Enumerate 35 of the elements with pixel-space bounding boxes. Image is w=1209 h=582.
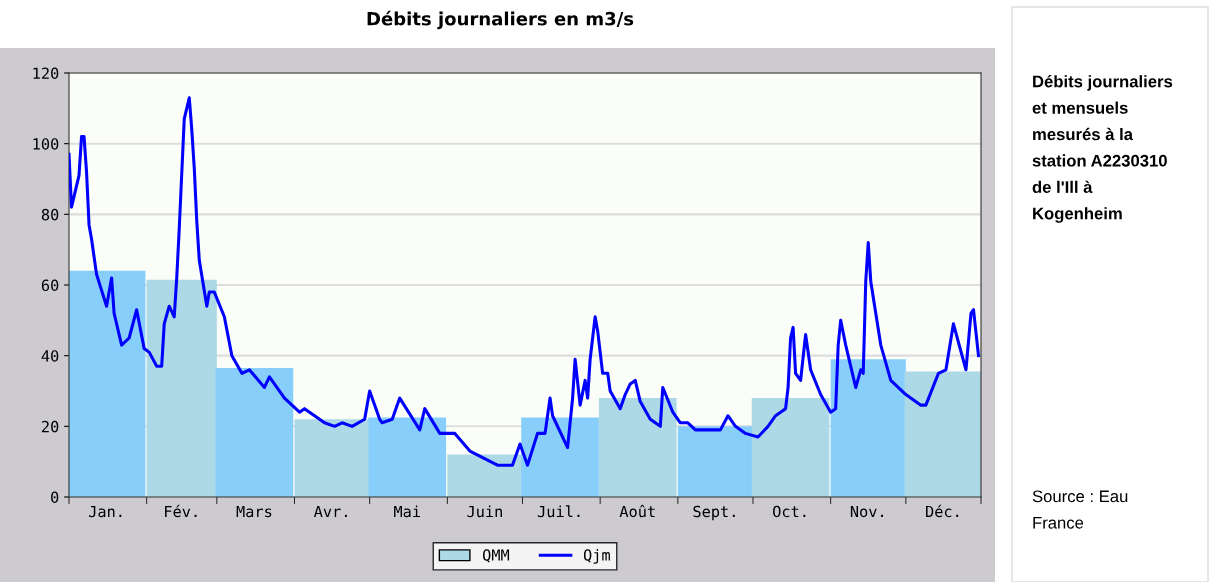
bar <box>830 359 906 497</box>
bar <box>215 368 294 497</box>
legend-label: Qjm <box>583 548 610 564</box>
x-tick-label: Sept. <box>693 505 735 521</box>
bar <box>904 371 981 497</box>
bar <box>447 454 523 497</box>
x-tick-label: Mai <box>394 505 420 518</box>
x-tick-label: Oct. <box>773 505 806 518</box>
chart-title: Débits journaliers en m3/s <box>367 10 634 30</box>
text: Débits journaliers et mensuels mesurés à la station A2230310 de l'Ill à Kogenheim <box>1032 75 1173 223</box>
y-tick-label: 120 <box>33 67 59 80</box>
bar <box>598 398 677 497</box>
legend-label: QMM <box>483 549 510 563</box>
x-tick-label: Mars <box>236 505 272 518</box>
y-tick-label: 20 <box>42 420 59 433</box>
x-tick-label: Nov. <box>850 505 883 518</box>
y-tick-label: 80 <box>41 208 59 221</box>
x-tick-label: Avr. <box>313 505 347 518</box>
bar <box>521 417 599 497</box>
bar <box>677 426 753 497</box>
x-tick-label: Août <box>619 504 655 518</box>
line-series <box>69 96 981 467</box>
bar <box>751 398 830 497</box>
bar <box>294 419 370 497</box>
y-tick-label: 40 <box>41 350 59 362</box>
source-note: Source : Eau France <box>1032 490 1128 529</box>
x-tick-label: Juil. <box>537 505 580 518</box>
y-tick-label: 100 <box>33 138 59 150</box>
x-tick-label: Déc. <box>926 504 959 518</box>
x-tick-label: Juin <box>467 505 502 518</box>
y-tick-label: 60 <box>41 279 59 292</box>
x-tick-label: Jan. <box>89 505 122 518</box>
x-tick-label: Fév. <box>165 504 197 518</box>
y-tick-label: 0 <box>51 491 59 504</box>
bar <box>368 417 447 497</box>
